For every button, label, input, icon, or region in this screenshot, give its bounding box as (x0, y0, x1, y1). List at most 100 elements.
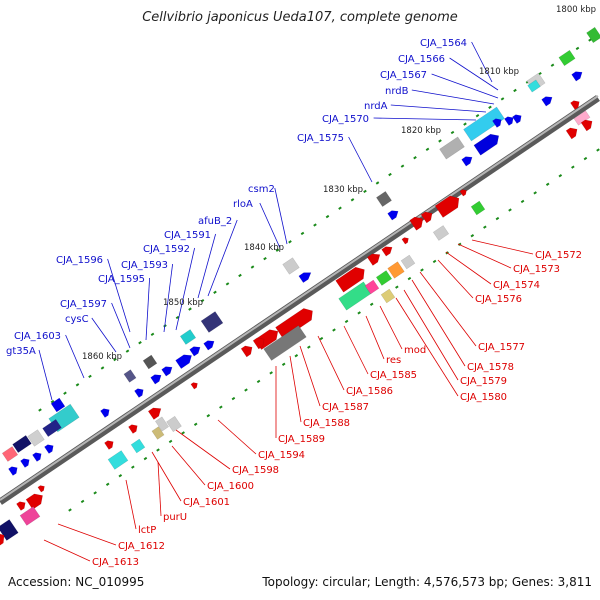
gene-feature (387, 210, 399, 221)
tick-mark (483, 225, 487, 229)
label-leader-line (57, 523, 117, 546)
gene-feature (252, 337, 265, 350)
label-leader-line (445, 251, 492, 285)
tick-mark (583, 156, 588, 161)
gene-feature (558, 49, 576, 67)
gene-label: CJA_1567 (380, 70, 427, 81)
kbp-label: 1820 kbp (401, 126, 441, 136)
gene-label: nrdB (385, 86, 409, 97)
gene-feature (400, 254, 416, 270)
gene-feature (492, 118, 502, 128)
gene-feature (104, 440, 114, 450)
label-leader-line (373, 117, 477, 121)
gene-feature (190, 382, 198, 390)
tick-mark (438, 139, 442, 143)
label-leader-line (107, 258, 131, 333)
tick-mark (369, 302, 374, 306)
tick-mark (495, 216, 500, 221)
gene-label: res (386, 355, 401, 366)
label-leader-line (145, 277, 150, 341)
kbp-label: 1800 kbp (556, 5, 596, 15)
gene-feature (401, 237, 409, 245)
gene-labels: CJA_1564 CJA_1566 CJA_1567 nrdB nrdA CJA_1570… (6, 38, 582, 568)
tick-mark (388, 172, 392, 177)
tick-mark (332, 328, 336, 332)
kbp-label: 1850 kbp (163, 298, 203, 308)
gene-feature (387, 261, 405, 279)
tick-mark (200, 299, 205, 303)
gene-label: CJA_1612 (118, 541, 165, 552)
gene-label: CJA_1580 (460, 392, 507, 403)
tick-mark (38, 408, 42, 412)
label-leader-line (111, 302, 131, 349)
label-leader-lines (38, 41, 534, 562)
tick-mark (231, 396, 236, 401)
gene-feature (189, 346, 201, 357)
tick-mark (313, 223, 317, 227)
tick-mark (143, 456, 148, 461)
gene-label: CJA_1596 (56, 255, 103, 266)
label-leader-line (175, 429, 231, 470)
accession-label: Accession: NC_010995 (8, 575, 145, 589)
tick-mark (363, 189, 367, 194)
tick-mark (463, 122, 467, 126)
label-leader-line (457, 243, 512, 269)
tick-mark (300, 231, 305, 236)
gene-label: CJA_1566 (398, 54, 445, 65)
gene-feature (527, 79, 541, 93)
tick-mark (575, 46, 580, 51)
label-leader-line (411, 279, 466, 367)
gene-feature (571, 71, 583, 82)
tick-mark (400, 164, 405, 168)
tick-mark (475, 114, 480, 118)
tick-mark (105, 482, 110, 486)
tick-mark (488, 105, 492, 109)
tick-mark (263, 256, 267, 261)
tick-mark (558, 174, 563, 178)
label-leader-line (437, 259, 474, 299)
gene-label: CJA_1598 (232, 465, 279, 476)
gene-label: lctP (138, 525, 156, 536)
gene-feature (473, 133, 500, 156)
tick-mark (520, 199, 525, 204)
tick-mark (470, 234, 475, 238)
tick-mark (288, 240, 292, 244)
genome-title: Cellvibrio japonicus Ueda107, complete g… (142, 10, 458, 25)
tick-mark (550, 63, 555, 67)
tick-mark (63, 391, 67, 395)
tick-mark (395, 285, 399, 289)
tick-mark (225, 282, 230, 286)
tick-mark (508, 208, 512, 212)
label-leader-line (259, 202, 281, 249)
gene-feature (50, 397, 66, 413)
tick-mark (407, 276, 412, 281)
gene-feature (147, 407, 162, 420)
gene-feature (100, 408, 110, 418)
gene-label: CJA_1579 (460, 376, 507, 387)
gene-feature (154, 416, 170, 432)
gene-feature (32, 452, 42, 462)
tick-mark (68, 508, 72, 512)
gene-feature (541, 96, 553, 107)
genome-backbone (0, 95, 600, 505)
gene-label: mod (404, 345, 426, 356)
gene-feature (512, 114, 522, 124)
label-leader-line (317, 335, 345, 391)
gene-label: gt35A (6, 346, 36, 357)
tick-mark (181, 431, 185, 435)
gene-feature (200, 311, 224, 333)
gene-feature (439, 136, 465, 160)
gene-label: CJA_1585 (370, 370, 417, 381)
tick-mark (294, 354, 299, 358)
tick-mark (596, 148, 600, 152)
tick-mark (250, 265, 255, 269)
label-leader-line (419, 271, 477, 347)
tick-mark (457, 242, 462, 246)
gene-feature (8, 466, 18, 476)
tick-mark (281, 362, 286, 366)
gene-label: CJA_1594 (258, 450, 305, 461)
gene-label: CJA_1570 (322, 114, 369, 125)
gene-feature (1, 446, 19, 462)
gene-feature (179, 329, 197, 345)
gene-label: CJA_1588 (303, 418, 350, 429)
